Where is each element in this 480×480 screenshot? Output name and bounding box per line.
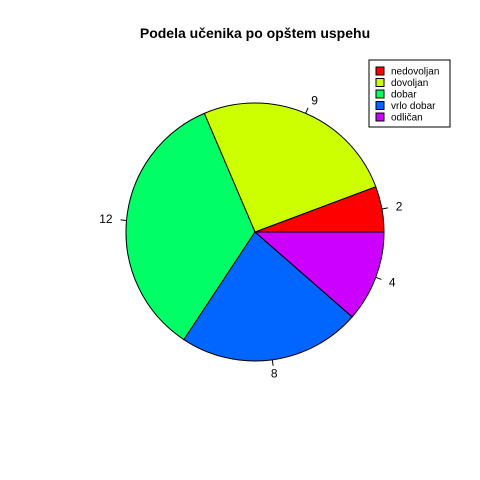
legend-swatch (375, 89, 385, 99)
legend-swatch (375, 66, 385, 76)
legend-swatch (375, 112, 385, 122)
slice-label-tick (305, 107, 309, 114)
legend-label: dovoljan (391, 78, 428, 89)
slice-value-label: 2 (396, 199, 403, 213)
slice-label-tick (375, 276, 382, 280)
chart-title: Podela učenika po opštem uspehu (140, 25, 370, 41)
slice-label-tick (381, 207, 388, 210)
pie-labels: 2 9 12 8 4 (99, 94, 402, 381)
slice-value-label: 12 (99, 212, 113, 226)
slice-value-label: 4 (389, 275, 396, 289)
legend-label: odličan (391, 113, 423, 124)
slice-value-label: 9 (311, 94, 318, 108)
slice-value-label: 8 (271, 367, 278, 381)
legend-swatch (375, 78, 385, 87)
legend-label: nedovoljan (391, 67, 439, 78)
pie-slice-dovoljan (203, 102, 377, 233)
legend-label: vrlo dobar (391, 101, 436, 112)
legend-label: dobar (391, 90, 417, 101)
slice-label-tick (271, 359, 274, 366)
pie-slices (125, 102, 385, 362)
slice-label-tick (120, 219, 127, 221)
legend-swatch (375, 101, 385, 110)
